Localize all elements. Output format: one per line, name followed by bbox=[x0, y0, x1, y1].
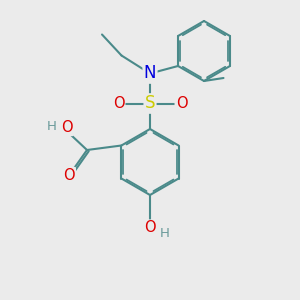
Text: S: S bbox=[145, 94, 155, 112]
Text: O: O bbox=[144, 220, 156, 236]
Text: N: N bbox=[144, 64, 156, 82]
Text: O: O bbox=[176, 96, 187, 111]
Text: O: O bbox=[113, 96, 124, 111]
Text: H: H bbox=[47, 119, 56, 133]
Text: O: O bbox=[63, 168, 75, 183]
Text: O: O bbox=[61, 120, 72, 135]
Text: H: H bbox=[160, 227, 170, 240]
